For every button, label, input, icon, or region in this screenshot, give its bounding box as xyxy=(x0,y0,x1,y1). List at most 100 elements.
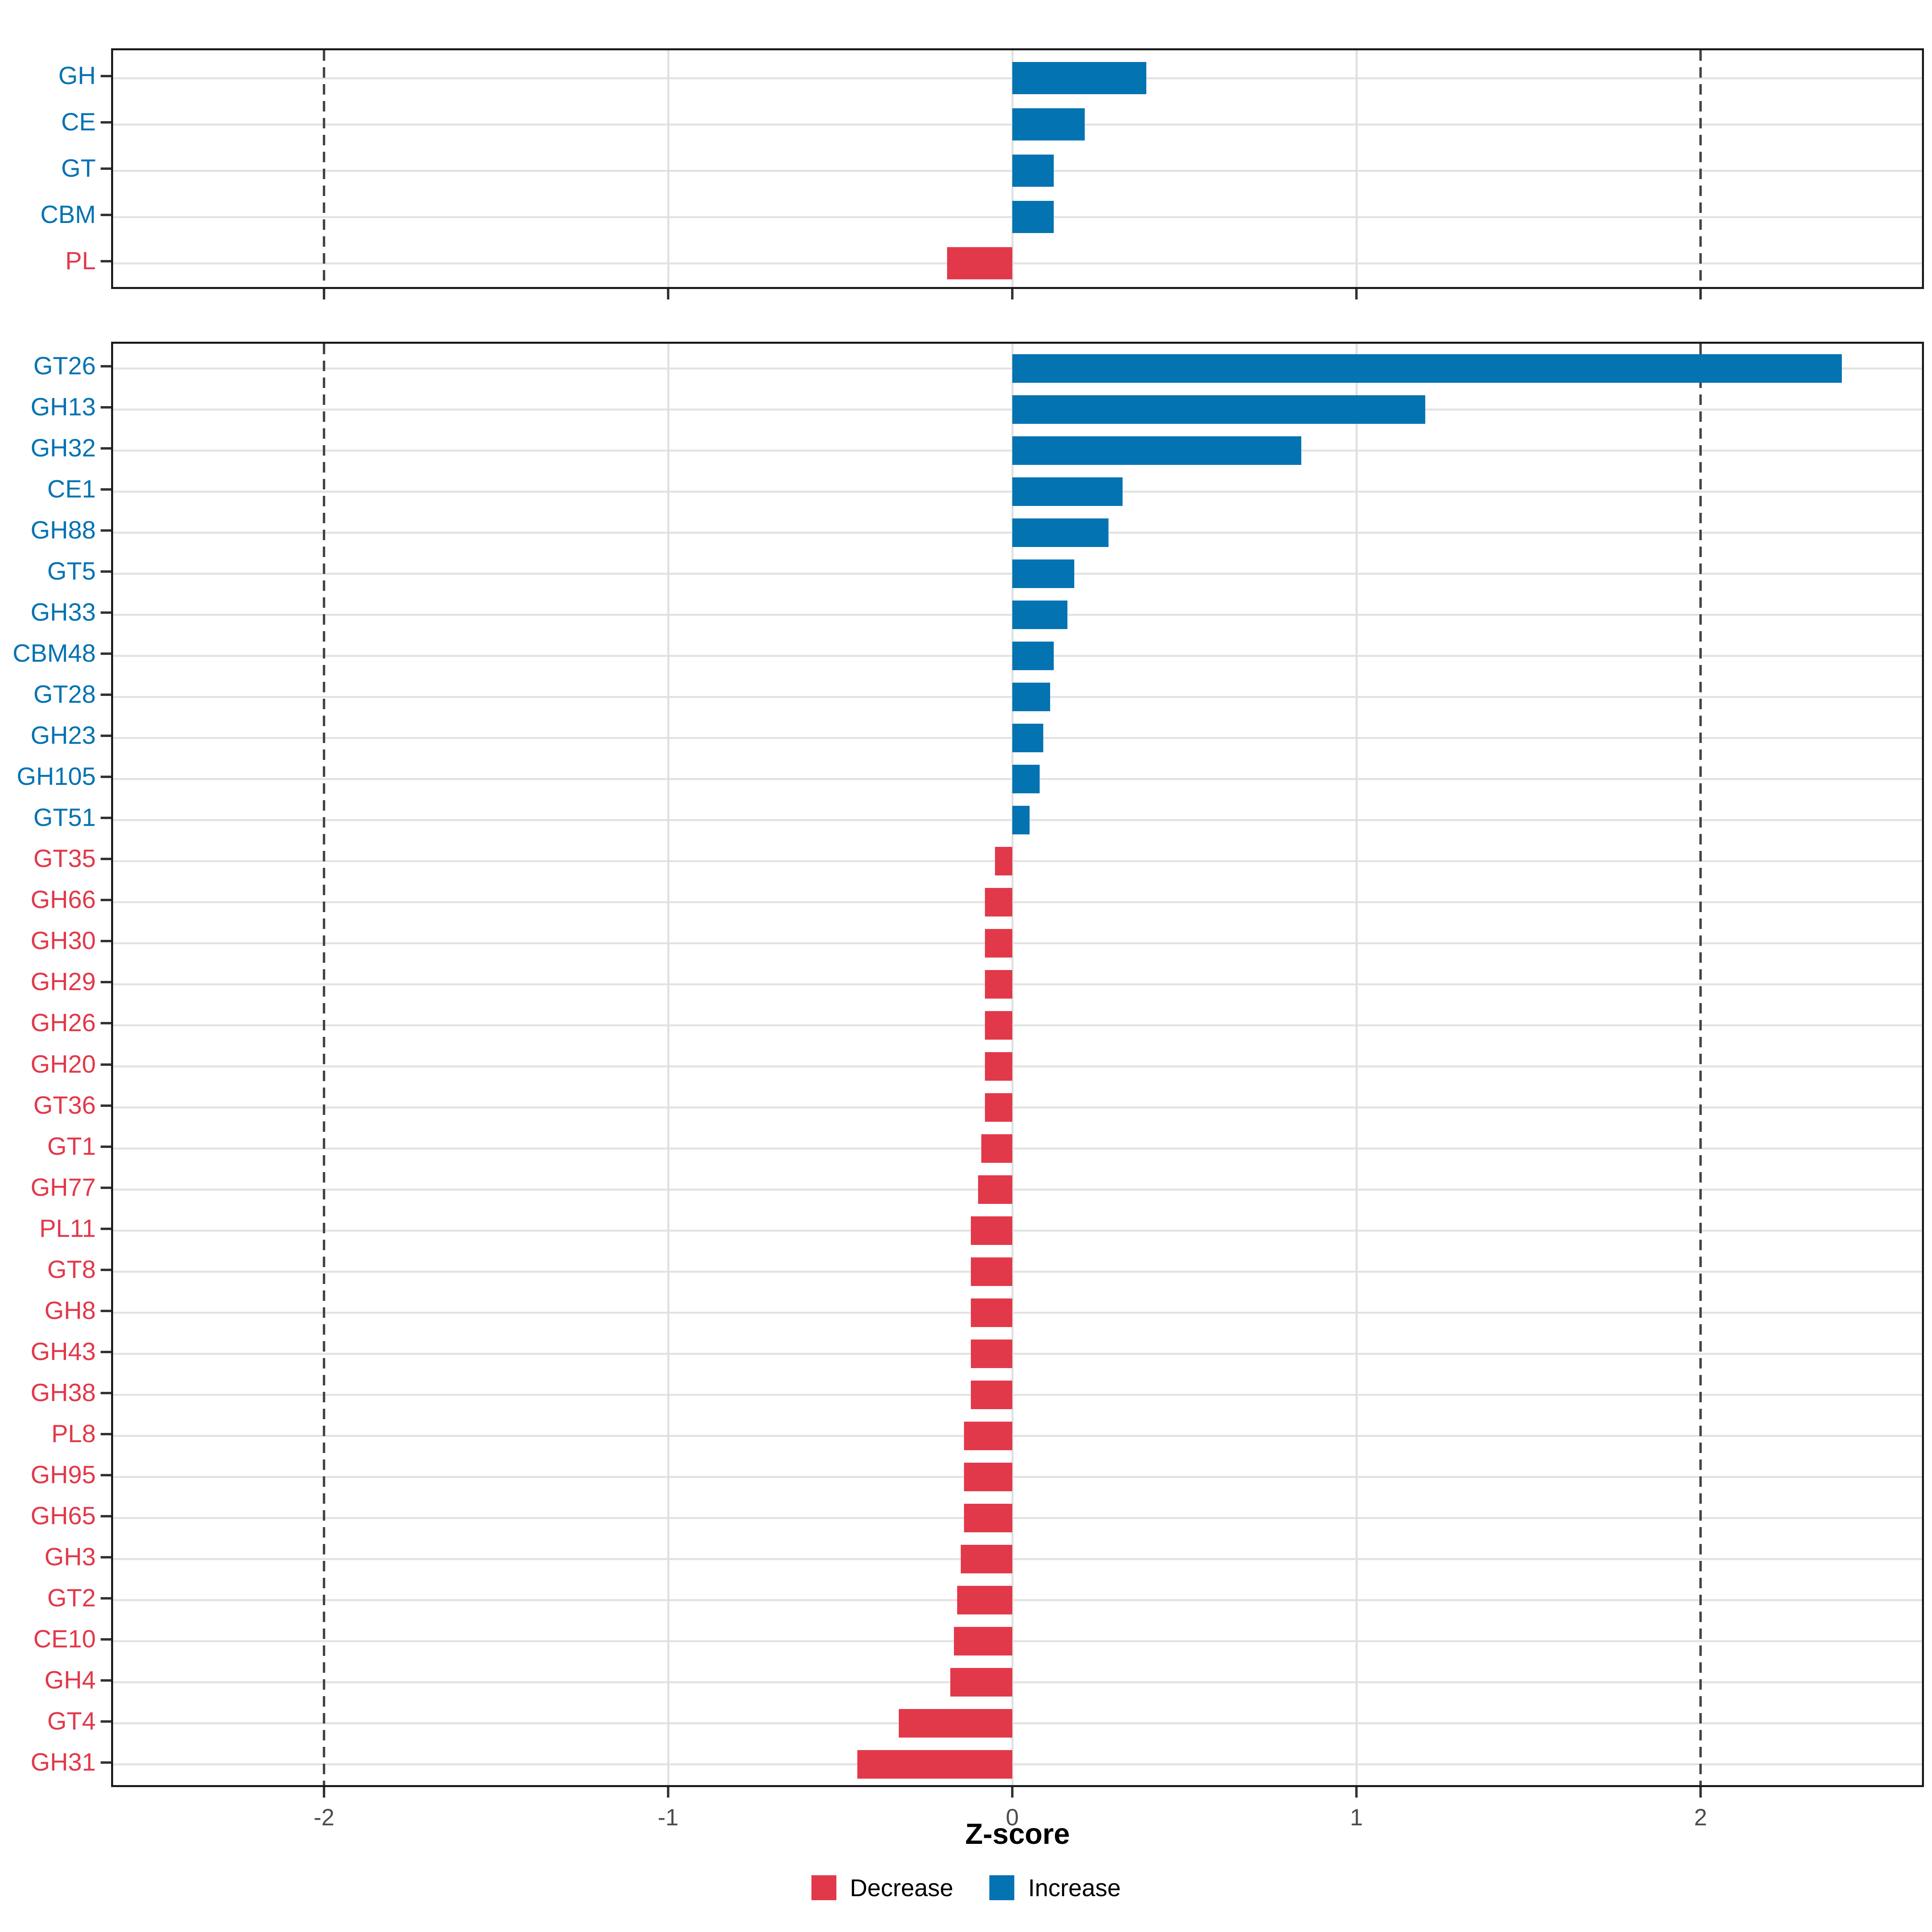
bar-GH23 xyxy=(1012,723,1043,753)
y-label-GH23: GH23 xyxy=(31,722,96,750)
y-tick xyxy=(101,652,111,655)
y-label-GH20: GH20 xyxy=(31,1050,96,1078)
y-tick xyxy=(101,260,111,262)
y-label-GH43: GH43 xyxy=(31,1338,96,1366)
h-gridline xyxy=(113,1271,1922,1273)
y-tick xyxy=(101,1474,111,1476)
y-label-PL8: PL8 xyxy=(51,1420,96,1448)
bar-GT8 xyxy=(971,1257,1012,1286)
y-label-GH32: GH32 xyxy=(31,434,96,462)
bar-GT5 xyxy=(1012,559,1074,588)
x-tick-label-1: 1 xyxy=(1350,1804,1363,1831)
y-tick xyxy=(101,735,111,737)
y-tick xyxy=(101,121,111,124)
y-label-GH31: GH31 xyxy=(31,1748,96,1776)
bar-GT26 xyxy=(1012,354,1842,383)
bar-CE xyxy=(1012,108,1085,141)
bar-CE1 xyxy=(1012,477,1123,506)
y-label-GT5: GT5 xyxy=(47,557,96,586)
y-label-GH13: GH13 xyxy=(31,393,96,421)
legend-item-increase: Increase xyxy=(989,1874,1121,1902)
y-tick xyxy=(101,1761,111,1764)
bar-PL11 xyxy=(971,1216,1012,1245)
bar-GT35 xyxy=(995,846,1012,876)
legend-label-decrease: Decrease xyxy=(850,1874,954,1901)
y-label-GH88: GH88 xyxy=(31,516,96,545)
bar-GH8 xyxy=(971,1298,1012,1327)
h-gridline xyxy=(113,1189,1922,1191)
y-label-CE10: CE10 xyxy=(33,1625,96,1653)
y-tick xyxy=(101,611,111,614)
bar-GH38 xyxy=(971,1380,1012,1410)
y-tick xyxy=(101,406,111,409)
bar-GH32 xyxy=(1012,436,1302,465)
y-label-PL: PL xyxy=(65,247,96,275)
bar-PL xyxy=(947,247,1012,280)
legend: Decrease Increase xyxy=(0,1872,1932,1904)
bar-GH20 xyxy=(985,1052,1012,1081)
h-gridline xyxy=(113,1312,1922,1314)
y-label-GT51: GT51 xyxy=(33,804,96,832)
x-tick-label--2: -2 xyxy=(314,1804,334,1831)
y-tick xyxy=(101,1391,111,1394)
h-gridline xyxy=(113,1024,1922,1026)
y-tick xyxy=(101,488,111,491)
bar-GH26 xyxy=(985,1011,1012,1040)
y-label-CBM48: CBM48 xyxy=(12,640,96,668)
y-label-GH38: GH38 xyxy=(31,1379,96,1407)
y-tick xyxy=(101,1022,111,1025)
v-gridline xyxy=(1355,344,1358,1785)
bar-GH77 xyxy=(978,1175,1012,1204)
y-tick xyxy=(101,1720,111,1723)
bar-GH29 xyxy=(985,970,1012,999)
bar-GT xyxy=(1012,154,1054,187)
v-gridline xyxy=(667,344,669,1785)
h-gridline xyxy=(113,1517,1922,1519)
v-gridline xyxy=(667,50,669,287)
h-gridline xyxy=(113,942,1922,944)
y-label-GH105: GH105 xyxy=(17,763,96,791)
bar-GH65 xyxy=(964,1503,1012,1533)
y-tick xyxy=(101,817,111,819)
h-gridline xyxy=(113,1394,1922,1396)
y-label-GT26: GT26 xyxy=(33,352,96,380)
bar-GH13 xyxy=(1012,395,1425,424)
y-tick xyxy=(101,1556,111,1558)
bar-CE10 xyxy=(954,1627,1012,1656)
dashed-reference-line xyxy=(1699,50,1702,287)
y-tick xyxy=(101,1679,111,1682)
x-tick xyxy=(323,289,325,299)
y-tick xyxy=(101,981,111,984)
y-tick xyxy=(101,1104,111,1107)
bar-CBM xyxy=(1012,200,1054,233)
y-label-GT36: GT36 xyxy=(33,1091,96,1119)
y-label-GT1: GT1 xyxy=(47,1132,96,1160)
y-tick xyxy=(101,75,111,77)
y-label-CE: CE xyxy=(61,108,96,136)
x-tick xyxy=(1011,289,1013,299)
y-label-GH33: GH33 xyxy=(31,599,96,627)
y-label-GH30: GH30 xyxy=(31,927,96,955)
y-label-GT4: GT4 xyxy=(47,1707,96,1735)
x-tick-label-2: 2 xyxy=(1694,1804,1707,1831)
y-tick xyxy=(101,858,111,861)
x-tick xyxy=(1355,289,1358,299)
h-gridline xyxy=(113,262,1922,264)
bar-GH33 xyxy=(1012,600,1067,629)
x-tick xyxy=(1699,289,1702,299)
y-label-CBM: CBM xyxy=(40,201,96,229)
legend-swatch-decrease xyxy=(811,1875,836,1900)
y-tick xyxy=(101,1515,111,1517)
bar-GT1 xyxy=(981,1134,1012,1163)
y-tick xyxy=(101,694,111,696)
bar-GH66 xyxy=(985,888,1012,917)
bar-CBM48 xyxy=(1012,641,1054,671)
bar-GT36 xyxy=(985,1093,1012,1122)
bar-GH31 xyxy=(857,1750,1012,1779)
h-gridline xyxy=(113,1722,1922,1725)
y-tick xyxy=(101,940,111,943)
bar-GT2 xyxy=(957,1586,1012,1615)
y-label-GH77: GH77 xyxy=(31,1173,96,1201)
y-tick xyxy=(101,447,111,450)
